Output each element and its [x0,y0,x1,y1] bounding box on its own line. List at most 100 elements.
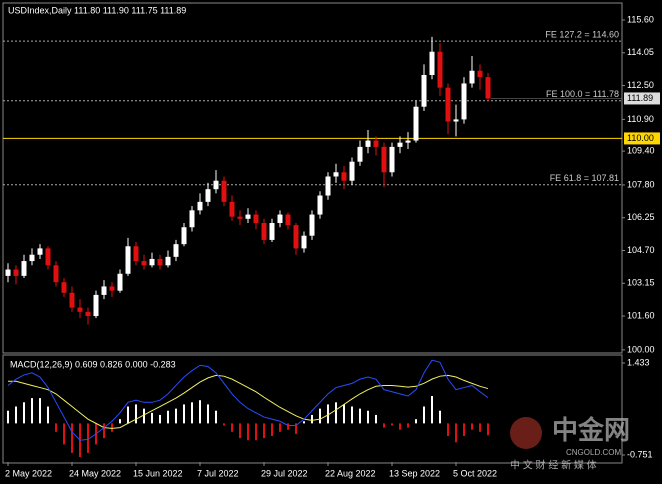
histogram-bar [31,398,33,424]
y-tick-label: -0.751 [627,449,653,459]
histogram-bar [207,404,209,424]
histogram-bar [359,408,361,424]
histogram-bar [55,423,57,432]
candle-body [37,248,43,255]
histogram-bar [391,423,393,426]
candle-body [397,142,403,147]
histogram-bar [15,406,17,424]
level-label: FE 127.2 = 114.60 [545,30,619,40]
histogram-bar [399,423,401,430]
candle-body [317,195,323,215]
main-panel-frame [2,2,623,354]
histogram-bar [167,410,169,424]
candle-body [341,172,347,181]
candle-body [53,265,59,283]
candle-body [61,282,67,293]
histogram-bar [319,408,321,424]
candle-body [149,258,155,266]
candle-body [93,294,99,317]
candle-body [29,254,35,262]
histogram-bar [175,408,177,424]
candle-body [437,51,443,88]
x-tick-label: 29 Jul 2022 [261,468,308,478]
x-tick-label: 2 May 2022 [5,468,52,478]
y-tick-label: 103.15 [627,278,655,288]
candle-body [69,292,75,308]
histogram-bar [231,423,233,432]
macd-line [7,359,489,441]
candle-body [229,201,235,217]
y-tick-label: 100.00 [627,344,655,354]
last-price-box [624,92,660,105]
histogram-bar [303,421,305,424]
candle-body [477,70,483,78]
candle-body [101,286,107,295]
histogram-bar [367,410,369,424]
candle-body [125,246,131,274]
histogram-bar [383,423,385,428]
candle-body [245,214,251,219]
candle-body [133,246,139,262]
histogram-bar [247,423,249,441]
candle-body [405,140,411,143]
histogram-bar [335,402,337,424]
candle-body [285,214,291,226]
histogram-bar [263,423,265,439]
header: USDIndex,Daily 111.80 111.90 111.75 111.… [8,5,186,15]
histogram-bar [215,410,217,424]
candle-body [21,261,27,276]
histogram-bar [127,406,129,424]
histogram-bar [479,423,481,432]
candle-body [13,269,19,276]
x-tick-label: 13 Sep 2022 [389,468,440,478]
histogram-bar [151,412,153,424]
histogram-bar [471,423,473,430]
histogram-bar [87,423,89,453]
x-tick-label: 24 May 2022 [69,468,121,478]
candle-body [269,223,275,240]
candle-body [221,180,227,202]
candle-body [189,210,195,228]
candle-body [429,51,435,75]
histogram-bar [439,410,441,424]
candle-body [197,201,203,211]
candle-body [85,311,91,317]
candle-body [373,140,379,147]
histogram-bar [191,402,193,424]
histogram-bar [327,404,329,424]
hline-box [624,132,660,145]
histogram-bar [415,419,417,424]
candle-body [5,269,11,276]
x-tick-label: 15 Jun 2022 [133,468,183,478]
histogram-bar [295,423,297,434]
histogram-bar [455,423,457,443]
x-tick-label: 22 Aug 2022 [325,468,376,478]
histogram-bar [135,404,137,424]
candle-body [109,286,115,291]
histogram-bar [103,423,105,439]
logo-icon [510,417,542,449]
histogram-bar [199,400,201,424]
candle-body [301,235,307,249]
y-tick-label: 104.70 [627,245,655,255]
watermark-brand: 中金网 [552,415,630,445]
histogram-bar [423,406,425,424]
y-tick-label: 112.50 [627,80,654,90]
watermark-tagline: 中 文 财 经 新 媒 体 [510,459,597,472]
level-label: FE 61.8 = 107.81 [550,173,619,183]
candle-body [389,146,395,173]
histogram-bar [239,423,241,439]
histogram-bar [71,423,73,453]
histogram-bar [119,419,121,424]
candle-body [213,180,219,190]
candle-body [253,214,259,224]
histogram-bar [375,414,377,424]
candle-body [413,106,419,141]
candle-body [469,70,475,84]
level-label: FE 100.0 = 111.78 [546,89,619,99]
x-tick-label: 5 Oct 2022 [453,468,497,478]
y-tick-label: 1.433 [627,357,650,367]
histogram-bar [47,406,49,424]
histogram-bar [447,423,449,437]
